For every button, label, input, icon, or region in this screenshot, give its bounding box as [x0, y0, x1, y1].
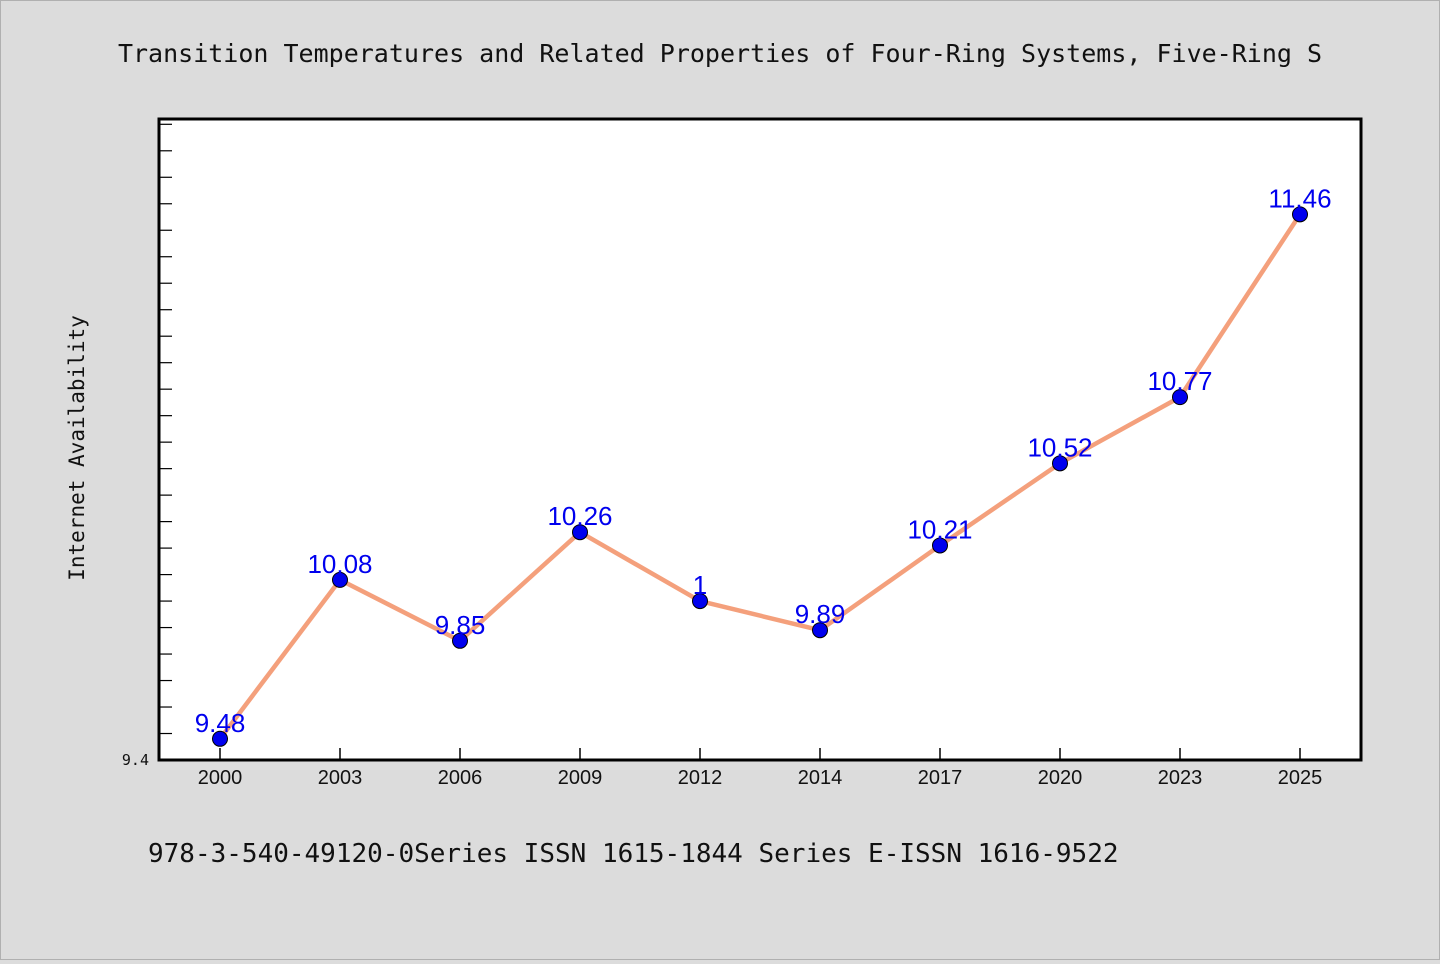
x-tick-label: 2020: [1038, 767, 1083, 789]
data-label: 9.85: [435, 610, 486, 640]
y-axis-ticks: 9.4: [122, 123, 172, 769]
data-label: 9.48: [195, 708, 246, 738]
data-label: 10.08: [307, 549, 372, 579]
x-tick-label: 2023: [1158, 767, 1203, 789]
data-point: [452, 632, 468, 649]
x-tick-label: 2017: [918, 767, 963, 789]
series-line: [217, 212, 1303, 742]
data-point: [812, 622, 828, 639]
x-tick-label: 2012: [678, 767, 723, 789]
x-tick-label: 2009: [558, 767, 603, 789]
data-point: [1292, 206, 1308, 223]
data-label: 10.52: [1027, 432, 1092, 462]
series-layer: 9.48 10.08 9.85 10.26 1 9.89 10.21 10.52 10.77 11…: [195, 183, 1332, 747]
x-tick-label: 2025: [1278, 767, 1323, 789]
data-point: [1052, 455, 1068, 472]
y-axis-label: Internet Availability: [65, 315, 89, 581]
data-point: [932, 537, 948, 554]
data-point: [212, 730, 228, 747]
plot-area: [157, 117, 1363, 762]
footer-text: 978-3-540-49120-0Series ISSN 1615-1844 S…: [148, 839, 1119, 869]
data-label: 1: [693, 570, 707, 600]
x-tick-label: 2000: [198, 767, 243, 789]
x-axis-ticks: 2000 2003 2006 2009 2012 2014 2017 2020 2023 2025: [198, 748, 1323, 789]
y-tick-label: 9.4: [122, 751, 149, 769]
data-label: 10.77: [1147, 366, 1212, 396]
chart-title: Transition Temperatures and Related Prop…: [118, 39, 1322, 68]
x-tick-label: 2003: [318, 767, 363, 789]
data-label: 10.21: [907, 514, 972, 544]
data-label: 11.46: [1268, 183, 1331, 213]
data-label: 9.89: [795, 599, 846, 629]
data-point: [572, 524, 588, 541]
data-point: [692, 593, 708, 610]
x-tick-label: 2014: [798, 767, 843, 789]
data-label: 10.26: [547, 501, 612, 531]
data-point: [332, 571, 348, 588]
x-tick-label: 2006: [438, 767, 483, 789]
data-point: [1172, 389, 1188, 406]
